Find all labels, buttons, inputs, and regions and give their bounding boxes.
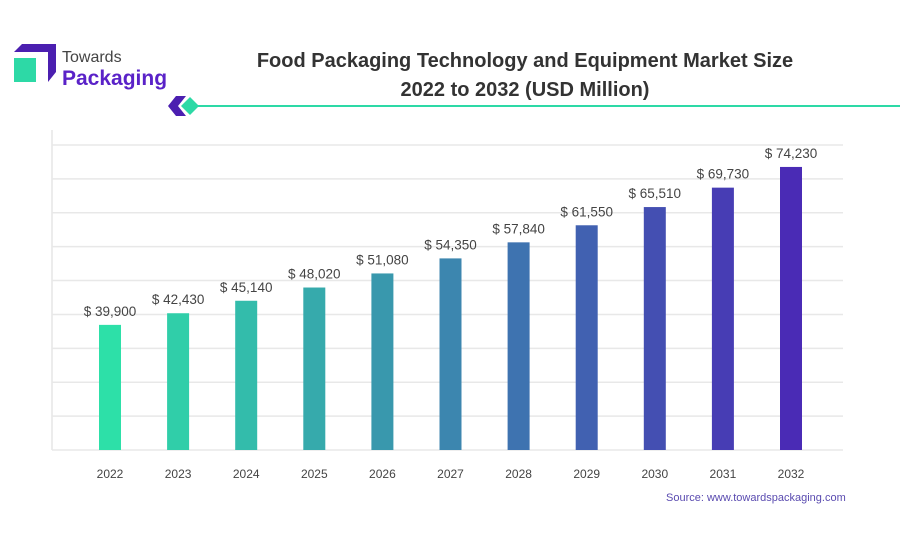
x-tick-label-2025: 2025 [301,467,328,481]
chart-title-line1: Food Packaging Technology and Equipment … [256,50,794,72]
bar-2027 [439,258,462,450]
x-tick-label-2028: 2028 [505,467,532,481]
bar-2026 [371,273,394,450]
data-label-2022: $ 39,900 [84,304,137,319]
source-note: Source: www.towardspackaging.com [666,492,846,504]
x-tick-label-2031: 2031 [710,467,737,481]
chart-title: Food Packaging Technology and Equipment … [200,47,850,105]
bar-2025 [303,287,326,450]
x-tick-label-2022: 2022 [97,467,124,481]
x-tick-label-2027: 2027 [437,467,464,481]
data-label-2031: $ 69,730 [697,167,750,182]
logo-text-packaging: Packaging [62,67,168,90]
chart-title-line2: 2022 to 2032 (USD Million) [400,79,650,101]
bar-2031 [711,187,734,451]
bar-2029 [575,225,598,450]
data-label-2025: $ 48,020 [288,267,341,282]
towards-packaging-logo [14,44,56,82]
data-label-2026: $ 51,080 [356,252,409,267]
bar-2028 [507,242,530,450]
bar-2024 [235,300,258,450]
logo-text-towards: Towards [62,49,122,66]
x-tick-label-2030: 2030 [641,467,668,481]
data-label-2029: $ 61,550 [560,204,613,219]
x-tick-label-2023: 2023 [165,467,192,481]
bar-2030 [643,207,666,450]
x-tick-label-2026: 2026 [369,467,396,481]
bar-2023 [167,313,190,450]
data-label-2023: $ 42,430 [152,292,205,307]
data-label-2027: $ 54,350 [424,237,477,252]
data-label-2028: $ 57,840 [492,221,545,236]
x-tick-label-2024: 2024 [233,467,260,481]
bar-2032 [780,166,802,451]
header-decoration [168,96,900,116]
bar-2022 [99,324,121,450]
data-label-2032: $ 74,230 [765,146,818,161]
x-tick-label-2032: 2032 [778,467,805,481]
data-label-2030: $ 65,510 [629,186,682,201]
data-label-2024: $ 45,140 [220,280,273,295]
x-tick-label-2029: 2029 [573,467,600,481]
